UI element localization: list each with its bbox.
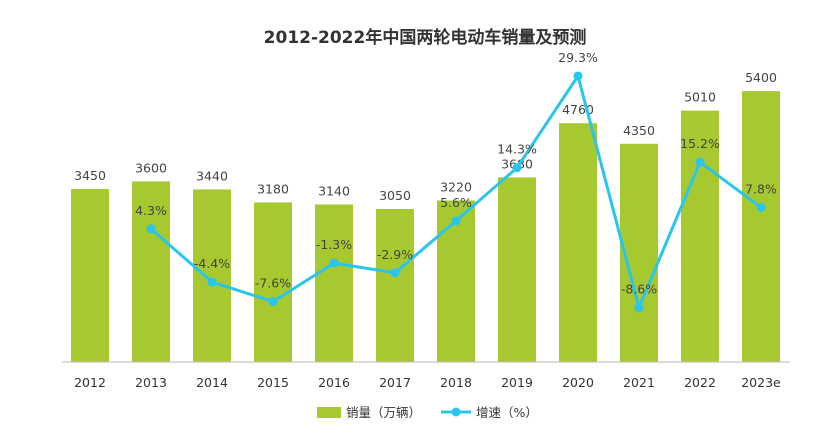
bar-2023e: [742, 91, 780, 362]
growth-value-labels: 4.3% -4.4% -7.6% -1.3% -2.9% 5.6% 14.3% 29.3% -8…: [135, 50, 777, 297]
bar-value-labels: 3450360034403180314030503220368047604350…: [74, 70, 777, 203]
growth-label-2016: -1.3%: [316, 237, 352, 252]
growth-label-2020: 29.3%: [558, 50, 598, 65]
x-tick-2019: 2019: [501, 375, 533, 390]
bar-2015: [254, 202, 292, 362]
growth-point-2020: [573, 71, 583, 81]
bar-label-2016: 3140: [318, 183, 350, 198]
bar-2020: [559, 123, 597, 362]
bar-2012: [71, 188, 109, 362]
x-tick-2023e: 2023e: [741, 375, 781, 390]
growth-point-2023e: [756, 202, 766, 212]
bar-label-2023e: 5400: [745, 70, 777, 85]
growth-label-2014: -4.4%: [194, 256, 230, 271]
bar-label-2013: 3600: [135, 160, 167, 175]
growth-point-2017: [390, 268, 400, 278]
x-tick-2015: 2015: [257, 375, 289, 390]
bar-2016: [315, 204, 353, 362]
growth-point-2016: [329, 258, 339, 268]
x-tick-2022: 2022: [684, 375, 716, 390]
growth-label-2023e: 7.8%: [745, 181, 777, 196]
growth-point-2019: [512, 163, 522, 173]
growth-label-2019: 14.3%: [497, 142, 537, 157]
chart-title: 2012-2022年中国两轮电动车销量及预测: [264, 27, 587, 48]
x-tick-2020: 2020: [562, 375, 594, 390]
bar-2014: [193, 189, 231, 362]
growth-label-2018: 5.6%: [440, 195, 472, 210]
bar-2021: [620, 143, 658, 362]
bar-label-2021: 4350: [623, 123, 655, 138]
growth-point-2022: [695, 157, 705, 167]
bar-2022: [681, 110, 719, 362]
legend-line-marker: [451, 407, 461, 417]
x-tick-2012: 2012: [74, 375, 106, 390]
bar-2013: [132, 181, 170, 362]
legend: 销量（万辆） 增速（%）: [317, 405, 538, 420]
growth-label-2017: -2.9%: [377, 247, 413, 262]
bar-label-2012: 3450: [74, 168, 106, 183]
x-tick-2021: 2021: [623, 375, 655, 390]
x-tick-2018: 2018: [440, 375, 472, 390]
growth-point-2015: [268, 297, 278, 307]
bar-label-2014: 3440: [196, 168, 228, 183]
growth-label-2015: -7.6%: [255, 276, 291, 291]
x-tick-2017: 2017: [379, 375, 411, 390]
legend-bar-swatch: [317, 407, 341, 418]
bar-label-2015: 3180: [257, 181, 289, 196]
legend-bar-label: 销量（万辆）: [346, 405, 421, 420]
legend-line-label: 增速（%）: [476, 405, 538, 420]
growth-point-2018: [451, 216, 461, 226]
x-tick-2013: 2013: [135, 375, 167, 390]
bar-2018: [437, 200, 475, 362]
x-axis-tick-labels: 2012 2013 2014 2015 2016 2017 2018 2019 2020 2021…: [74, 375, 781, 390]
growth-point-2021: [634, 303, 644, 313]
growth-label-2022: 15.2%: [680, 136, 720, 151]
growth-point-2013: [146, 224, 156, 234]
x-tick-2014: 2014: [196, 375, 228, 390]
growth-label-2021: -8.6%: [621, 282, 657, 297]
growth-point-2014: [207, 277, 217, 287]
bar-label-2017: 3050: [379, 188, 411, 203]
x-tick-2016: 2016: [318, 375, 350, 390]
bar-label-2022: 5010: [684, 90, 716, 105]
bar-series: [71, 91, 780, 362]
bar-2019: [498, 177, 536, 362]
growth-line-series: [146, 71, 766, 313]
bar-label-2018: 3220: [440, 179, 472, 194]
bar-2017: [376, 208, 414, 362]
growth-label-2013: 4.3%: [135, 203, 167, 218]
